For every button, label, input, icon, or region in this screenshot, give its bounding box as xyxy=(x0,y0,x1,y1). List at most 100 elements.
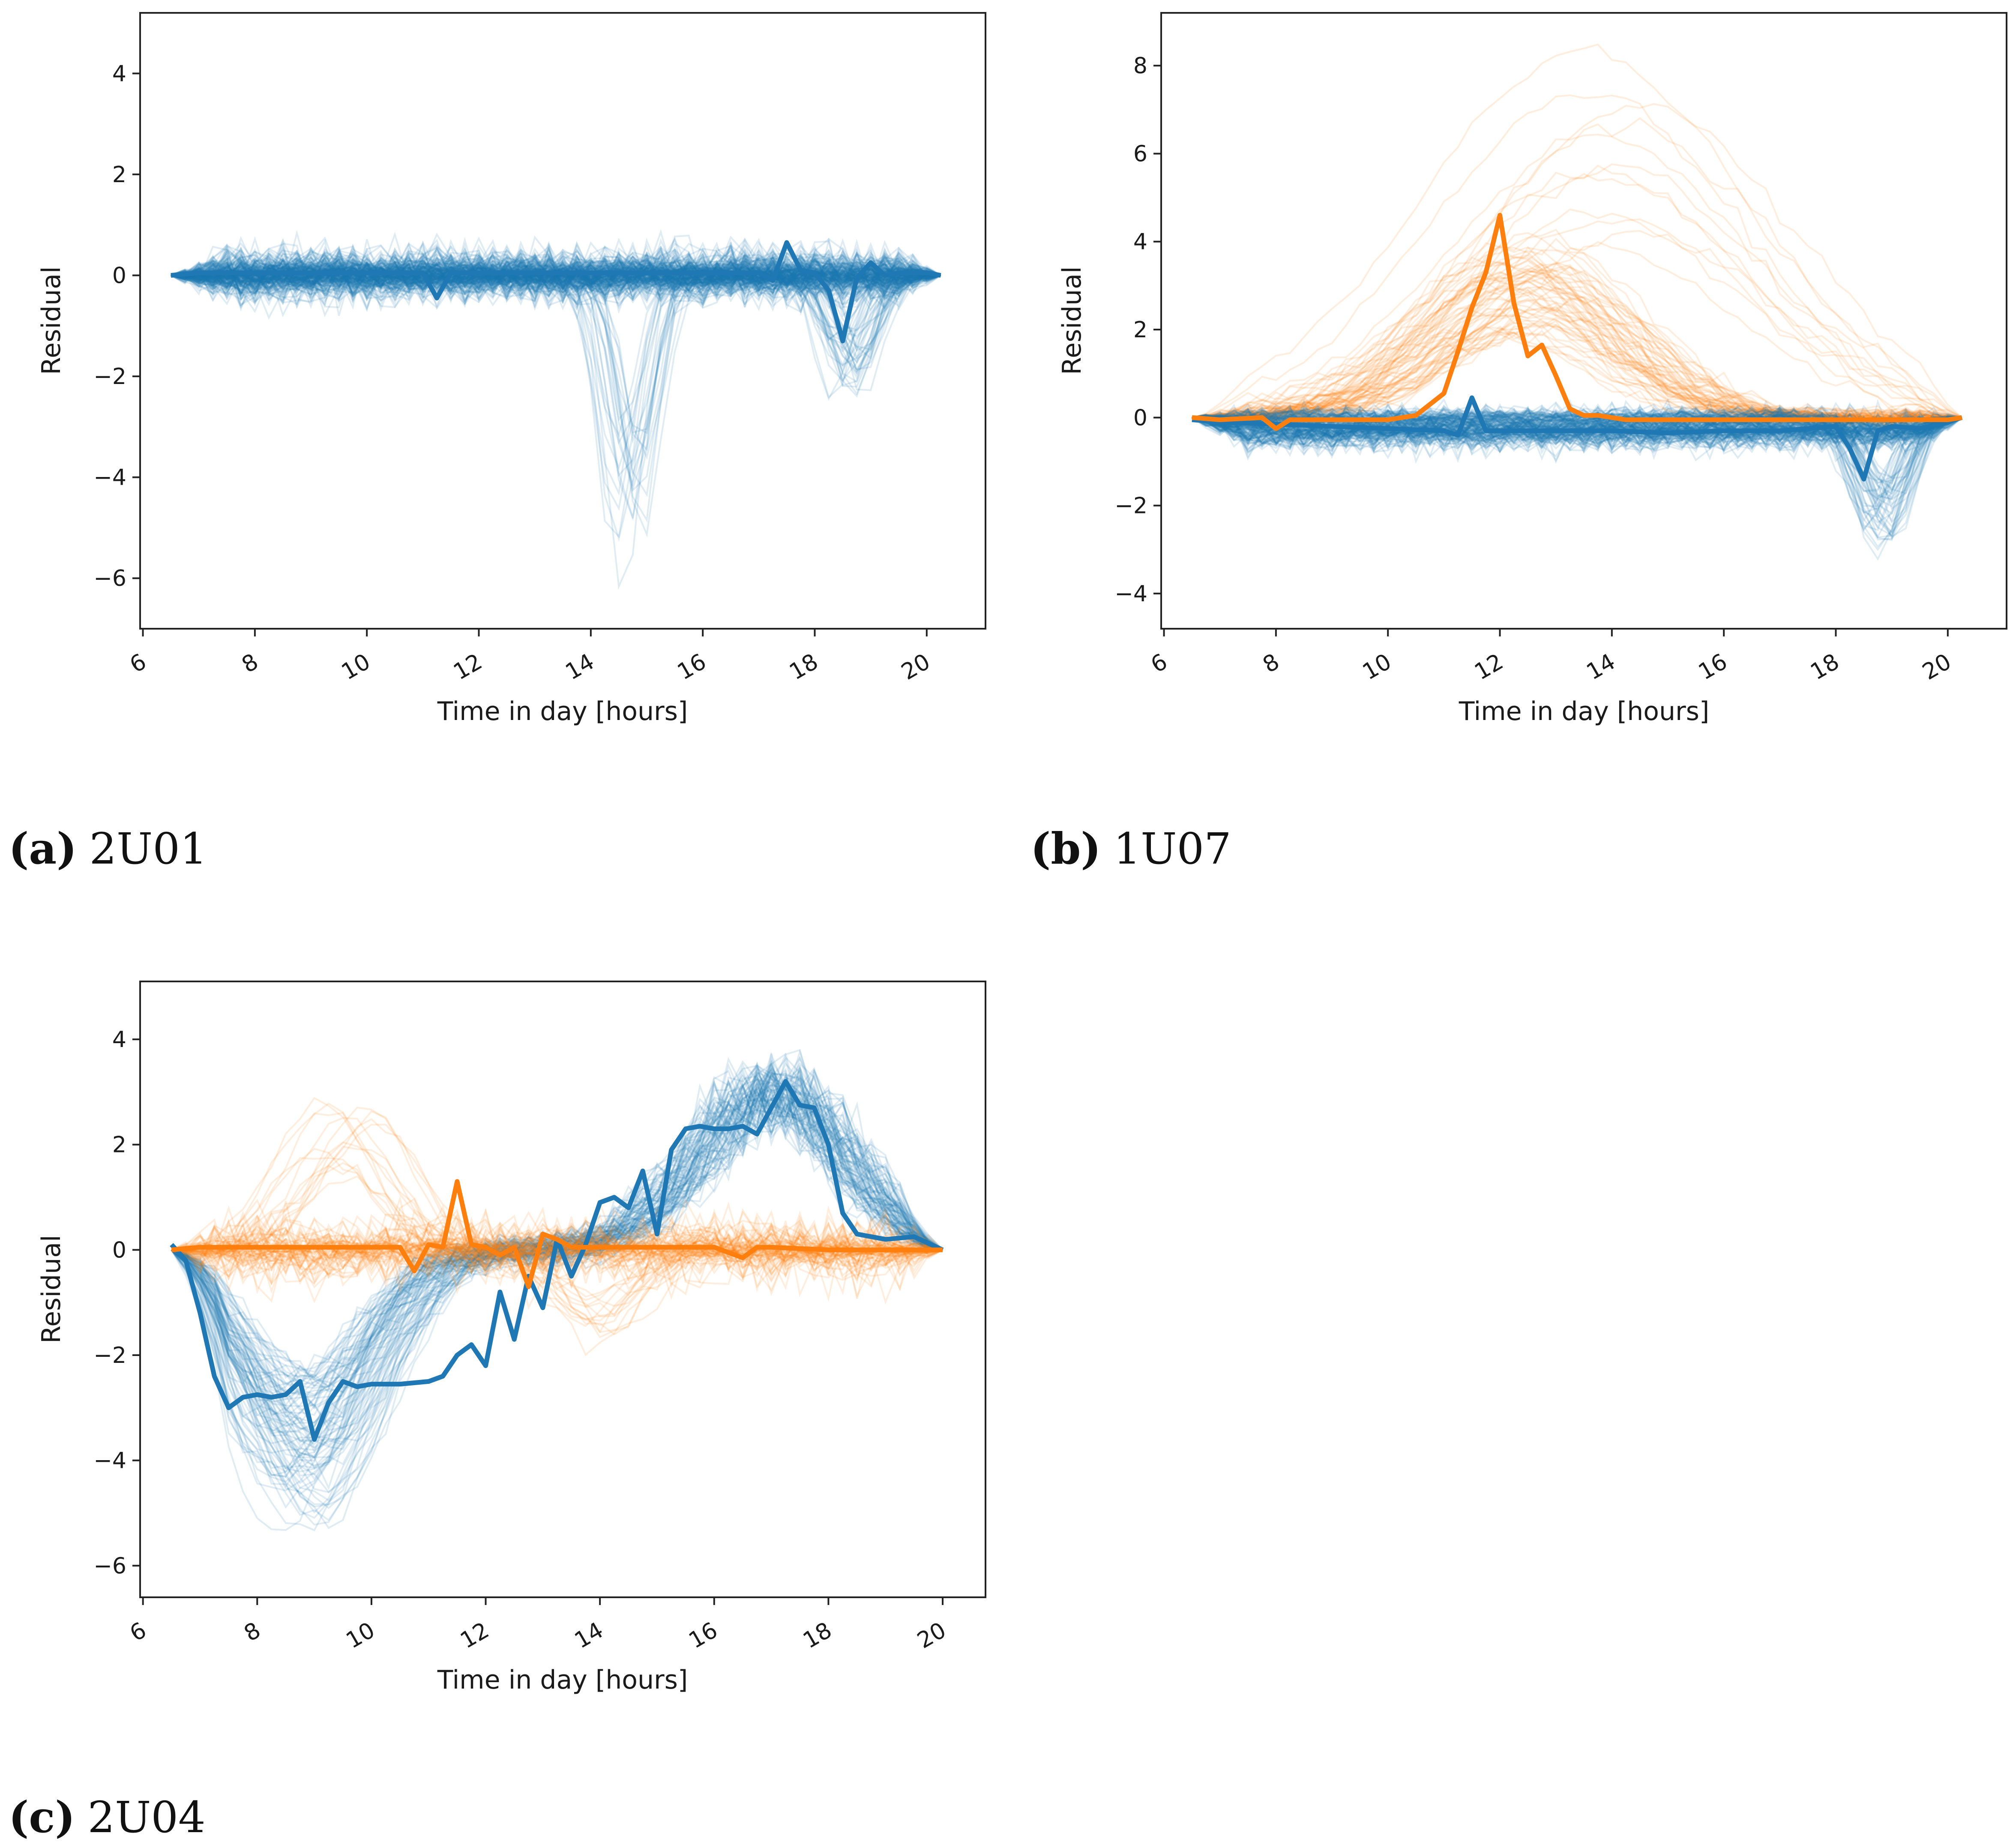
panel-a-background-line xyxy=(171,245,941,293)
panel-a-background-line xyxy=(171,264,941,360)
panel-c-background-line xyxy=(171,1068,943,1509)
panel-b-background-line xyxy=(1192,43,1962,419)
panel-b-background-line xyxy=(1192,417,1962,450)
panel-b-background-line xyxy=(1191,406,1962,454)
panel-a-background-line xyxy=(171,258,941,297)
panel-b-y-ticks: −4 −2 0 2 4 6 8 xyxy=(1114,53,1161,607)
panel-a-x-axis-label: Time in day [hours] xyxy=(437,696,688,726)
panel-a-highlight-lines xyxy=(171,240,941,344)
panel-c-caption-letter: (c) xyxy=(9,1792,75,1842)
panel-c-background-line xyxy=(171,1089,943,1473)
panel-b-background-line xyxy=(1192,417,1962,444)
panel-a-background-line xyxy=(171,245,941,303)
panel-a-background-line xyxy=(171,247,941,300)
panel-b-x-tick-label: 6 xyxy=(1147,649,1172,678)
panel-c-highlight-blue-line xyxy=(170,1079,944,1442)
panel-c-background-line xyxy=(171,1065,943,1454)
panel-a-x-tick-label: 12 xyxy=(449,649,486,685)
panel-b-background-line xyxy=(1192,417,1962,443)
panel-c-background-line xyxy=(171,1201,943,1294)
panel-c-background-lines xyxy=(171,1049,944,1532)
panel-c-background-line xyxy=(171,1205,943,1288)
panel-b-background-line xyxy=(1192,261,1962,427)
panel-a-caption: (a) 2U01 xyxy=(9,823,207,874)
panel-a-background-line xyxy=(171,251,941,299)
panel-b-background-line xyxy=(1192,405,1962,460)
panel-c-background-line xyxy=(171,1112,943,1260)
panel-a-background-line xyxy=(171,246,941,304)
panel-c-plot-frame xyxy=(139,981,986,1598)
panel-b-background-line xyxy=(1191,411,1962,453)
panel-b-background-line xyxy=(1192,408,1962,537)
panel-c-background-line xyxy=(171,1220,943,1290)
panel-c-y-ticks: −6 −4 −2 0 2 4 xyxy=(93,1027,140,1579)
panel-b-background-line xyxy=(1192,411,1962,451)
panel-b-y-tick-label: 6 xyxy=(1133,141,1147,167)
panel-a-background-line xyxy=(171,236,941,310)
panel-b-y-tick-label: 0 xyxy=(1133,405,1147,431)
panel-b-background-line xyxy=(1192,412,1962,443)
panel-a-background-line xyxy=(171,256,941,291)
panel-b-background-line xyxy=(1192,412,1962,445)
panel-b-background-line xyxy=(1192,408,1962,459)
panel-c-background-line xyxy=(171,1065,943,1425)
panel-b-background-line xyxy=(1192,399,1962,463)
panel-a-background-line xyxy=(171,246,941,305)
panel-b-background-line xyxy=(1192,405,1962,447)
panel-a-y-tick-label: 2 xyxy=(112,162,126,188)
panel-b-background-line xyxy=(1192,277,1962,425)
panel-c-background-line xyxy=(171,1051,943,1396)
panel-c-highlight-orange-line xyxy=(171,1179,943,1289)
panel-c-background-line xyxy=(171,1074,944,1447)
panel-c-y-tick-label: 0 xyxy=(112,1237,126,1263)
panel-b-background-line xyxy=(1192,413,1962,450)
panel-a-background-line xyxy=(171,253,941,311)
panel-b-background-line xyxy=(1192,408,1962,459)
panel-c-x-tick-label: 16 xyxy=(685,1617,722,1654)
panel-b-background-line xyxy=(1192,413,1962,444)
panel-c-background-line xyxy=(171,1208,944,1302)
panel-a-y-axis-label: Residual xyxy=(36,266,66,375)
panel-b-background-line xyxy=(1192,303,1962,425)
panel-b-background-line xyxy=(1192,273,1962,427)
panel-a-background-line xyxy=(170,239,941,311)
panel-b-background-line xyxy=(1192,286,1962,423)
panel-b-background-line xyxy=(1192,413,1962,449)
panel-c-background-line xyxy=(171,1072,944,1493)
panel-b-background-line xyxy=(1192,270,1962,427)
panel-b-background-line xyxy=(1192,246,1962,424)
panel-b-background-line xyxy=(1192,417,1962,443)
panel-b-background-line xyxy=(1192,267,1962,424)
panel-a-background-line xyxy=(171,260,941,360)
panel-c-background-line xyxy=(171,1222,943,1282)
panel-b-background-line xyxy=(1192,237,1962,424)
panel-c-x-tick-label: 18 xyxy=(799,1617,836,1654)
panel-b-background-line xyxy=(1192,294,1962,426)
panel-a-background-line xyxy=(171,260,941,371)
panel-a-background-line xyxy=(171,261,941,399)
panel-a-plot-frame xyxy=(139,12,986,630)
panel-a-background-line xyxy=(171,257,941,340)
panel-c-background-line xyxy=(171,1238,943,1322)
panel-a-background-line xyxy=(171,251,941,297)
panel-b-background-line xyxy=(1192,406,1962,450)
panel-c-x-tick-label: 20 xyxy=(913,1617,950,1654)
panel-a-background-line xyxy=(171,241,941,300)
panel-b-background-line xyxy=(1192,266,1962,426)
panel-a-background-line xyxy=(171,249,941,297)
panel-c-background-line xyxy=(171,1069,943,1407)
panel-b-background-line xyxy=(1192,133,1962,419)
panel-a-background-line xyxy=(171,240,941,299)
panel-c-background-line xyxy=(171,1066,944,1426)
panel-b-background-lines xyxy=(1191,43,1962,561)
panel-c-x-tick-label: 8 xyxy=(240,1617,265,1647)
panel-c-background-line xyxy=(171,1212,943,1283)
panel-c-background-line xyxy=(171,1065,944,1529)
panel-b-background-line xyxy=(1192,249,1962,423)
panel-b-background-line xyxy=(1192,412,1962,453)
panel-a-background-line xyxy=(171,248,941,301)
panel-b-background-line xyxy=(1192,417,1962,446)
panel-a-background-line xyxy=(171,237,941,305)
panel-b-background-line xyxy=(1192,299,1962,423)
panel-a-background-line xyxy=(171,252,941,299)
